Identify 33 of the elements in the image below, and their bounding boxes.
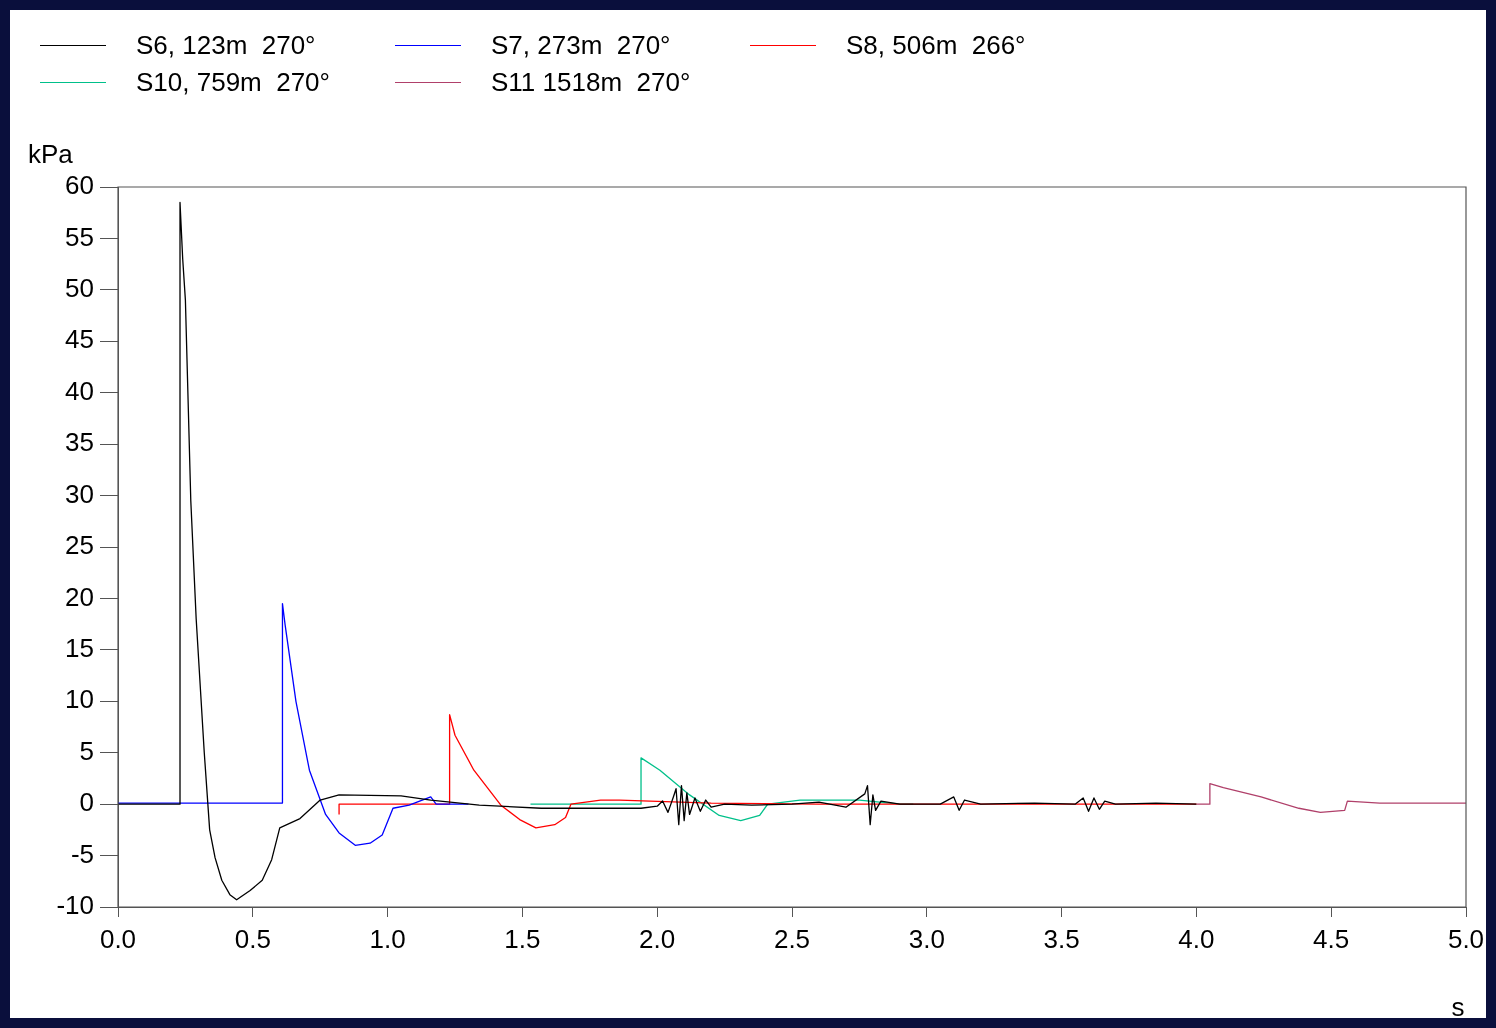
y-tick-label: 40 xyxy=(65,375,94,406)
y-tick-label: 25 xyxy=(65,530,94,561)
y-tick-label: 30 xyxy=(65,478,94,509)
y-tick-label: 15 xyxy=(65,633,94,664)
x-tick-label: 4.5 xyxy=(1313,923,1350,954)
y-tick-label: -5 xyxy=(70,838,94,869)
y-tick-label: -10 xyxy=(56,890,94,921)
y-tick-label: 5 xyxy=(79,735,94,766)
x-tick-label: 1.0 xyxy=(369,923,406,954)
x-tick-label: 2.0 xyxy=(639,923,676,954)
legend-label: S7, 273m 270° xyxy=(491,30,671,61)
y-tick-label: 0 xyxy=(79,787,94,818)
x-tick-label: 5.0 xyxy=(1447,923,1485,954)
x-tick-label: 0.5 xyxy=(234,923,271,954)
x-tick-label: 4.0 xyxy=(1178,923,1215,954)
y-tick-label: 20 xyxy=(65,581,94,612)
y-tick-label: 10 xyxy=(65,684,94,715)
y-tick-label: 55 xyxy=(65,221,94,252)
x-tick-label: 2.5 xyxy=(773,923,811,954)
legend-label: S8, 506m 266° xyxy=(846,30,1026,61)
y-tick-label: 35 xyxy=(65,427,94,458)
legend-label: S11 1518m 270° xyxy=(491,67,691,98)
legend-label: S6, 123m 270° xyxy=(136,30,316,61)
x-tick-label: 0.0 xyxy=(99,923,137,954)
legend-label: S10, 759m 270° xyxy=(136,67,330,98)
y-tick-label: 60 xyxy=(65,170,94,201)
x-tick-label: 3.0 xyxy=(908,923,945,954)
y-tick-label: 45 xyxy=(65,324,94,355)
y-axis-title: kPa xyxy=(28,139,74,170)
x-axis-title: s xyxy=(1451,992,1465,1023)
x-tick-label: 1.5 xyxy=(504,923,541,954)
x-tick-label: 3.5 xyxy=(1043,923,1080,954)
y-tick-label: 50 xyxy=(65,273,94,304)
